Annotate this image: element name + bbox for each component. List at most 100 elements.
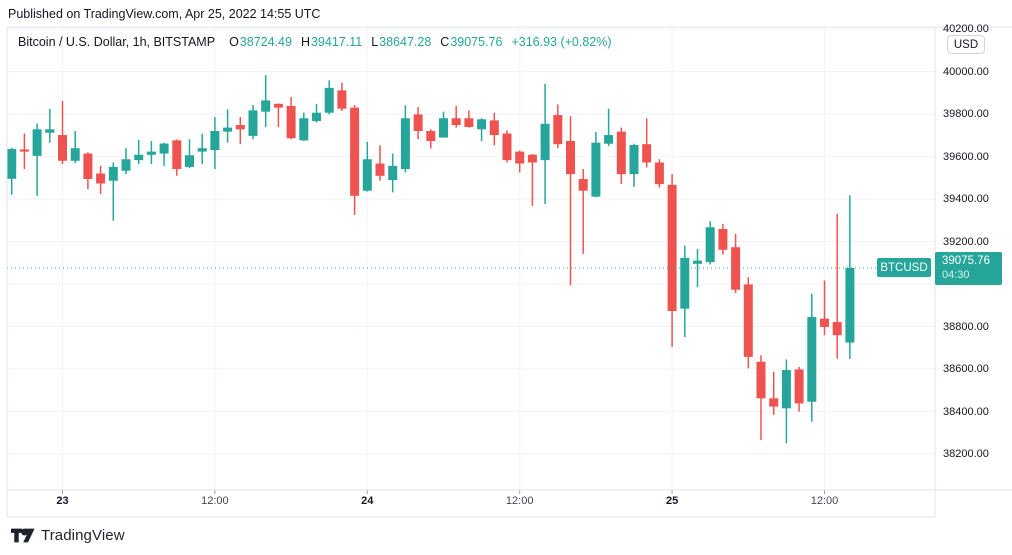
candle-body bbox=[489, 120, 499, 136]
candle-body bbox=[616, 131, 626, 175]
candle-body bbox=[19, 149, 29, 152]
time-axis-day-label: 25 bbox=[665, 495, 679, 507]
time-axis-label: 12:00 bbox=[201, 495, 229, 507]
candle-body bbox=[108, 166, 118, 181]
candle-body bbox=[832, 322, 842, 336]
candle-body bbox=[83, 153, 93, 180]
candle-body bbox=[337, 90, 347, 109]
candle-body bbox=[794, 369, 804, 404]
ohlc-high: H 39417.11 bbox=[300, 35, 363, 49]
candle-body bbox=[121, 159, 131, 171]
tradingview-logo-text: TradingView bbox=[41, 527, 125, 544]
candle-body bbox=[439, 118, 448, 138]
candle-countdown: 04:30 bbox=[942, 268, 970, 281]
candle-body bbox=[540, 123, 550, 161]
candle-body bbox=[578, 179, 588, 191]
tradingview-logo-link[interactable]: TradingView bbox=[11, 527, 125, 544]
candle-body bbox=[223, 127, 233, 132]
candle-body bbox=[566, 140, 575, 175]
price-axis-label: 39800.00 bbox=[943, 108, 989, 120]
current-price-badge: 39075.76 04:30 bbox=[935, 251, 1002, 285]
candle-body bbox=[667, 184, 677, 311]
price-axis-label: 38400.00 bbox=[943, 405, 989, 418]
current-price-value: 39075.76 bbox=[942, 254, 990, 267]
candle-body bbox=[324, 87, 334, 113]
candle-body bbox=[45, 129, 55, 133]
candle-body bbox=[312, 112, 321, 122]
time-axis-label: 12:00 bbox=[810, 495, 839, 507]
price-axis-label: 38600.00 bbox=[943, 363, 989, 375]
candle-body bbox=[553, 115, 563, 145]
candle-body bbox=[680, 257, 690, 309]
candle-body bbox=[32, 129, 42, 156]
chart-legend: Bitcoin / U.S. Dollar, 1h, BITSTAMP O 387… bbox=[18, 35, 612, 49]
candle-body bbox=[159, 143, 169, 154]
candle-body bbox=[743, 284, 753, 357]
candle-body bbox=[286, 105, 296, 139]
time-axis-day-label: 24 bbox=[361, 495, 374, 507]
candle-body bbox=[604, 135, 614, 144]
symbol-title: Bitcoin / U.S. Dollar, 1h, BITSTAMP bbox=[18, 35, 216, 49]
candle-body bbox=[477, 119, 487, 130]
published-line: Published on TradingView.com, Apr 25, 20… bbox=[8, 7, 321, 21]
candle-body bbox=[654, 162, 664, 185]
candle-body bbox=[502, 133, 512, 161]
candle-body bbox=[96, 173, 106, 184]
candle-body bbox=[146, 151, 156, 155]
candle-body bbox=[413, 114, 423, 131]
candle-body bbox=[235, 125, 245, 130]
candle-body bbox=[248, 110, 258, 136]
candle-body bbox=[134, 154, 144, 161]
candle-body bbox=[464, 118, 474, 127]
candle-body bbox=[362, 159, 372, 191]
candle-body bbox=[375, 163, 385, 176]
candle-body bbox=[591, 142, 601, 197]
candle-body bbox=[820, 318, 829, 327]
time-axis-label: 12:00 bbox=[505, 495, 534, 507]
candle-body bbox=[693, 260, 702, 264]
candle-body bbox=[7, 149, 17, 179]
candle-body bbox=[299, 118, 309, 141]
candle-body bbox=[731, 247, 741, 290]
price-line-symbol-chip: BTCUSD bbox=[877, 258, 931, 278]
candle-body bbox=[807, 316, 817, 402]
candle-body bbox=[629, 145, 639, 175]
tradingview-logo-icon bbox=[11, 528, 35, 543]
candle-body bbox=[769, 398, 779, 407]
candle-body bbox=[426, 131, 436, 141]
candle-body bbox=[70, 148, 80, 161]
candle-body bbox=[172, 140, 182, 170]
candle-body bbox=[58, 135, 67, 161]
price-change: +316.93 (+0.82%) bbox=[511, 35, 612, 49]
price-axis-label: 38200.00 bbox=[943, 448, 989, 460]
price-axis-label: 40000.00 bbox=[943, 65, 989, 78]
candle-body bbox=[642, 144, 652, 163]
candle-body bbox=[451, 118, 461, 126]
ohlc-low: L 38647.28 bbox=[371, 35, 432, 49]
price-axis-label: 40200.00 bbox=[943, 23, 989, 35]
price-axis-label: 38800.00 bbox=[943, 320, 989, 333]
price-axis-label: 39600.00 bbox=[943, 150, 989, 163]
candle-body bbox=[197, 148, 207, 152]
candle-body bbox=[515, 151, 525, 164]
candle-body bbox=[781, 370, 791, 409]
candle-body bbox=[273, 103, 283, 108]
candle-body bbox=[350, 107, 360, 196]
candle-body bbox=[705, 227, 715, 263]
candle-body bbox=[400, 118, 410, 170]
candle-body bbox=[261, 100, 271, 112]
candle-body bbox=[185, 155, 194, 167]
price-axis-label: 39200.00 bbox=[943, 235, 989, 248]
currency-toggle-badge[interactable]: USD bbox=[947, 35, 985, 54]
time-axis-day-label: 23 bbox=[56, 495, 69, 507]
price-axis-label: 39400.00 bbox=[943, 193, 989, 205]
candle-body bbox=[756, 361, 766, 399]
ohlc-close: C 39075.76 bbox=[440, 35, 503, 49]
ohlc-open: O 38724.49 bbox=[229, 35, 292, 49]
candle-body bbox=[845, 267, 855, 343]
candle-body bbox=[210, 131, 220, 151]
candle-body bbox=[718, 228, 728, 250]
candle-body bbox=[388, 165, 398, 181]
